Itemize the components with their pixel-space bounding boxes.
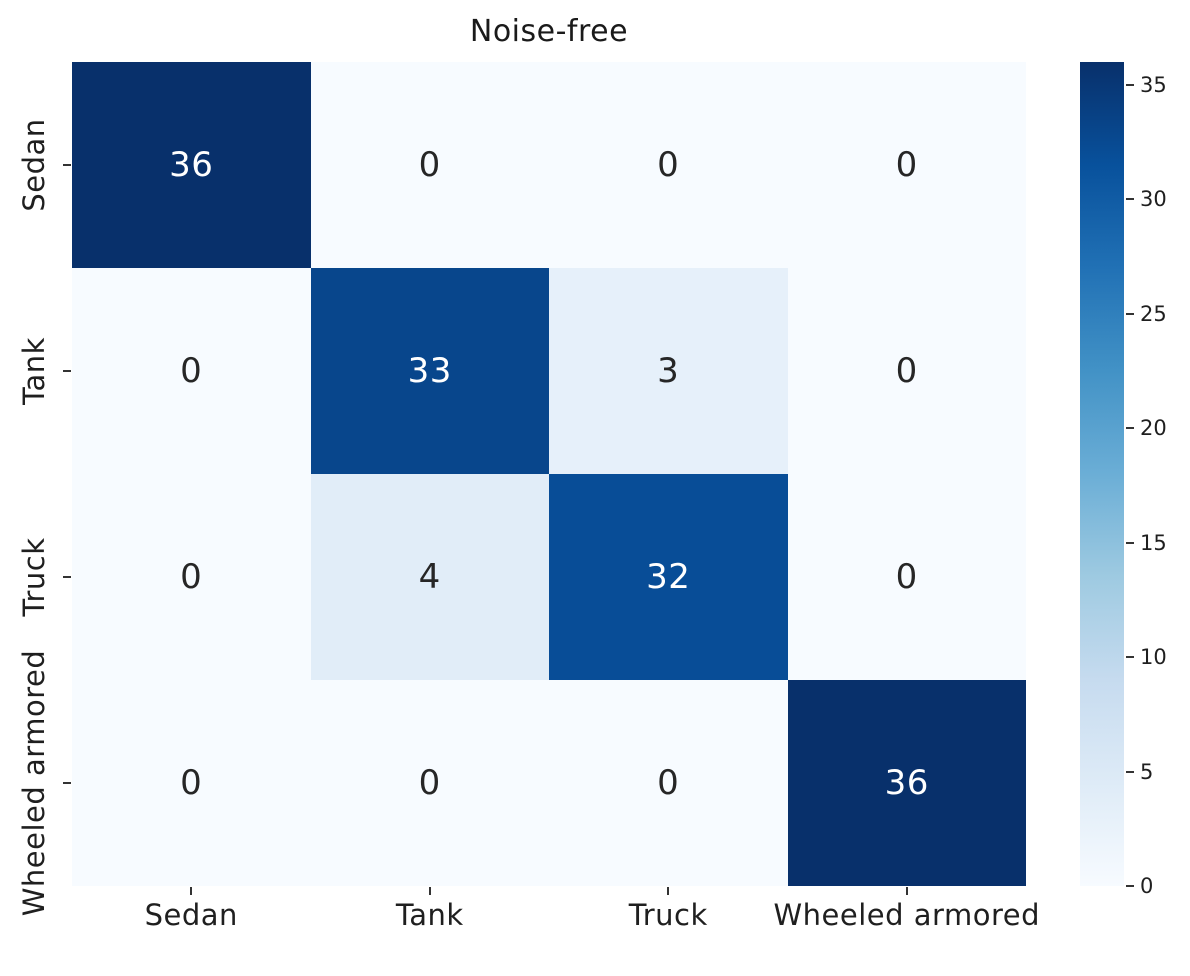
colorbar <box>1080 62 1124 886</box>
x-tick-label: Sedan <box>144 898 238 932</box>
cell-value: 36 <box>884 763 929 803</box>
colorbar-tick-label: 25 <box>1140 301 1167 326</box>
chart-title: Noise-free <box>469 14 629 49</box>
cell-value: 32 <box>646 557 691 597</box>
cell-value: 0 <box>895 557 918 597</box>
y-tick-mark <box>63 370 71 372</box>
colorbar-tick-mark <box>1126 83 1134 86</box>
colorbar-tick-mark <box>1126 885 1134 887</box>
x-tick-mark <box>428 887 431 895</box>
cell-value: 0 <box>180 557 203 597</box>
colorbar-tick-label: 30 <box>1140 187 1167 212</box>
cell-value: 0 <box>180 763 203 803</box>
y-tick-mark <box>63 576 71 578</box>
y-tick-mark <box>63 782 71 784</box>
heatmap-cell: 33 <box>310 268 549 474</box>
colorbar-tick-label: 10 <box>1140 645 1167 670</box>
colorbar-tick-mark <box>1126 198 1134 201</box>
x-tick-label: Tank <box>395 898 464 932</box>
x-tick-label: Wheeled armored <box>773 898 1040 932</box>
cell-value: 4 <box>418 557 441 597</box>
heatmap-cell: 3 <box>549 268 788 474</box>
heatmap-cell: 36 <box>72 62 311 268</box>
colorbar-tick-label: 5 <box>1140 759 1154 784</box>
cell-value: 3 <box>657 351 680 391</box>
colorbar-tick-label: 20 <box>1140 416 1167 441</box>
colorbar-tick-mark <box>1126 541 1134 544</box>
colorbar-tick-mark <box>1126 312 1134 315</box>
cell-value: 0 <box>180 351 203 391</box>
colorbar-tick-label: 15 <box>1140 530 1167 555</box>
cell-value: 33 <box>407 351 452 391</box>
x-tick-mark <box>667 887 670 895</box>
heatmap-cell: 0 <box>787 268 1026 474</box>
cell-value: 0 <box>657 145 680 185</box>
cell-value: 0 <box>895 351 918 391</box>
colorbar-gradient <box>1080 62 1124 886</box>
heatmap-cell: 36 <box>787 680 1026 886</box>
heatmap-cell: 0 <box>310 62 549 268</box>
heatmap-cell: 4 <box>310 474 549 680</box>
cell-value: 36 <box>169 145 214 185</box>
y-tick-label: Truck <box>17 537 51 617</box>
heatmap-cell: 0 <box>72 680 311 886</box>
heatmap-cell: 0 <box>549 62 788 268</box>
x-tick-mark <box>190 887 193 895</box>
heatmap-cell: 0 <box>549 680 788 886</box>
heatmap-cell: 32 <box>549 474 788 680</box>
cell-value: 0 <box>418 145 441 185</box>
heatmap-cell: 0 <box>72 474 311 680</box>
y-tick-label: Sedan <box>17 118 51 212</box>
cell-value: 0 <box>895 145 918 185</box>
cell-value: 0 <box>418 763 441 803</box>
y-tick-label: Wheeled armored <box>17 649 51 917</box>
y-tick-label: Tank <box>17 337 51 405</box>
colorbar-tick-label: 0 <box>1140 874 1154 898</box>
y-tick-mark <box>63 164 71 166</box>
x-tick-label: Truck <box>628 898 708 932</box>
colorbar-tick-mark <box>1126 427 1134 430</box>
heatmap-grid: 36 0 0 0 0 33 3 0 0 4 32 0 0 0 0 36 <box>72 62 1026 886</box>
colorbar-tick-mark <box>1126 770 1134 773</box>
colorbar-tick-label: 35 <box>1140 72 1167 97</box>
x-tick-mark <box>905 887 908 895</box>
heatmap-cell: 0 <box>72 268 311 474</box>
heatmap-cell: 0 <box>787 474 1026 680</box>
heatmap-cell: 0 <box>310 680 549 886</box>
heatmap-cell: 0 <box>787 62 1026 268</box>
cell-value: 0 <box>657 763 680 803</box>
colorbar-tick-mark <box>1126 656 1134 659</box>
